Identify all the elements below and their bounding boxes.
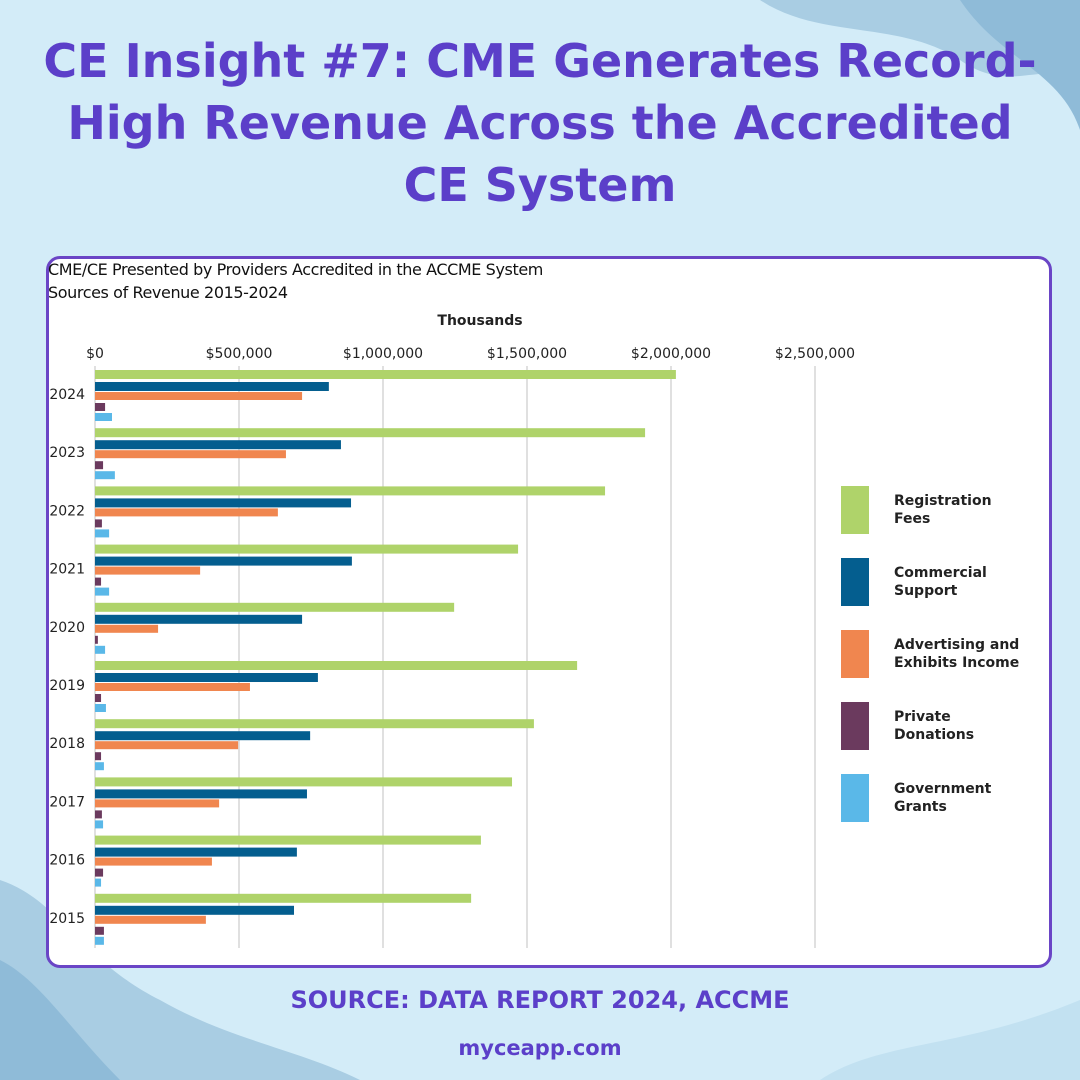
bar-advertising-and-exhibits-income bbox=[95, 624, 159, 633]
bar-registration-fees bbox=[95, 602, 455, 612]
headline: CE Insight #7: CME Generates Record-High… bbox=[43, 34, 1037, 212]
bar-government-grants bbox=[95, 471, 115, 480]
bar-advertising-and-exhibits-income bbox=[95, 450, 286, 459]
legend-label: Government bbox=[894, 781, 992, 797]
bar-government-grants bbox=[95, 529, 110, 538]
bar-commercial-support bbox=[95, 498, 352, 508]
x-tick-label: $2,000,000 bbox=[631, 346, 711, 362]
bar-registration-fees bbox=[95, 835, 481, 845]
bar-government-grants bbox=[95, 936, 104, 945]
bar-registration-fees bbox=[95, 777, 513, 787]
y-tick-label: 2017 bbox=[49, 794, 85, 810]
bar-commercial-support bbox=[95, 440, 341, 450]
bar-government-grants bbox=[95, 878, 102, 887]
x-tick-label: $2,500,000 bbox=[775, 346, 855, 362]
bar-government-grants bbox=[95, 704, 106, 712]
legend-label: Support bbox=[894, 583, 958, 599]
bar-government-grants bbox=[95, 645, 106, 654]
x-tick-label: $1,500,000 bbox=[487, 346, 567, 362]
legend-label: Advertising and bbox=[894, 637, 1019, 653]
legend-swatch bbox=[841, 558, 869, 606]
y-tick-label: 2021 bbox=[49, 562, 85, 578]
legend-swatch bbox=[841, 702, 869, 750]
legend-swatch bbox=[841, 774, 869, 822]
bar-advertising-and-exhibits-income bbox=[95, 566, 201, 575]
chart-titles: CME/CE Presented by Providers Accredited… bbox=[48, 258, 543, 304]
bar-private-donations bbox=[95, 926, 104, 935]
bar-commercial-support bbox=[95, 382, 329, 391]
bar-advertising-and-exhibits-income bbox=[95, 741, 239, 750]
legend-swatch bbox=[841, 486, 869, 534]
bar-advertising-and-exhibits-income bbox=[95, 683, 250, 691]
bar-government-grants bbox=[95, 413, 112, 421]
chart-title: CME/CE Presented by Providers Accredited… bbox=[48, 260, 543, 279]
y-tick-label: 2020 bbox=[49, 620, 85, 636]
source-note: SOURCE: DATA REPORT 2024, ACCME bbox=[290, 986, 790, 1014]
legend-label: Grants bbox=[894, 799, 947, 815]
bar-commercial-support bbox=[95, 731, 311, 741]
bar-private-donations bbox=[95, 868, 104, 877]
y-tick-label: 2018 bbox=[49, 736, 85, 752]
x-tick-label: $1,000,000 bbox=[343, 346, 423, 362]
y-tick-label: 2016 bbox=[49, 853, 85, 869]
legend-swatch bbox=[841, 630, 869, 678]
bar-private-donations bbox=[95, 694, 102, 702]
y-tick-label: 2015 bbox=[49, 911, 85, 927]
y-tick-label: 2023 bbox=[49, 445, 85, 461]
bar-private-donations bbox=[95, 635, 98, 644]
bar-government-grants bbox=[95, 820, 104, 829]
legend-label: Exhibits Income bbox=[894, 655, 1019, 671]
x-tick-label: $500,000 bbox=[206, 346, 273, 362]
bar-registration-fees bbox=[95, 719, 534, 729]
bar-commercial-support bbox=[95, 847, 297, 857]
website-link[interactable]: myceapp.com bbox=[458, 1036, 622, 1060]
bar-advertising-and-exhibits-income bbox=[95, 799, 220, 808]
bar-registration-fees bbox=[95, 544, 519, 554]
chart-subtitle: Sources of Revenue 2015-2024 bbox=[48, 283, 288, 302]
legend-label: Donations bbox=[894, 727, 974, 743]
x-axis-label: Thousands bbox=[437, 313, 523, 329]
legend-label: Private bbox=[894, 709, 951, 725]
bar-private-donations bbox=[95, 752, 102, 761]
y-tick-label: 2024 bbox=[49, 387, 85, 403]
bar-advertising-and-exhibits-income bbox=[95, 857, 212, 866]
bar-registration-fees bbox=[95, 486, 606, 496]
y-tick-label: 2019 bbox=[49, 678, 85, 694]
bar-private-donations bbox=[95, 461, 104, 470]
x-tick-label: $0 bbox=[86, 346, 104, 362]
bar-private-donations bbox=[95, 403, 106, 411]
legend-label: Commercial bbox=[894, 565, 987, 581]
bar-commercial-support bbox=[95, 905, 295, 915]
bar-registration-fees bbox=[95, 370, 676, 379]
bar-advertising-and-exhibits-income bbox=[95, 508, 278, 517]
legend-label: Registration bbox=[894, 493, 992, 509]
y-tick-label: 2022 bbox=[49, 503, 85, 519]
bar-private-donations bbox=[95, 519, 102, 528]
bar-commercial-support bbox=[95, 614, 303, 624]
bar-advertising-and-exhibits-income bbox=[95, 915, 206, 924]
bar-private-donations bbox=[95, 810, 102, 819]
bar-government-grants bbox=[95, 587, 110, 596]
bar-registration-fees bbox=[95, 661, 578, 670]
bar-commercial-support bbox=[95, 556, 352, 566]
bar-registration-fees bbox=[95, 428, 646, 438]
legend-label: Fees bbox=[894, 511, 930, 527]
bar-registration-fees bbox=[95, 893, 472, 903]
bar-government-grants bbox=[95, 762, 104, 771]
bar-private-donations bbox=[95, 577, 102, 586]
bar-commercial-support bbox=[95, 673, 318, 682]
bar-advertising-and-exhibits-income bbox=[95, 392, 303, 400]
bar-commercial-support bbox=[95, 789, 307, 799]
